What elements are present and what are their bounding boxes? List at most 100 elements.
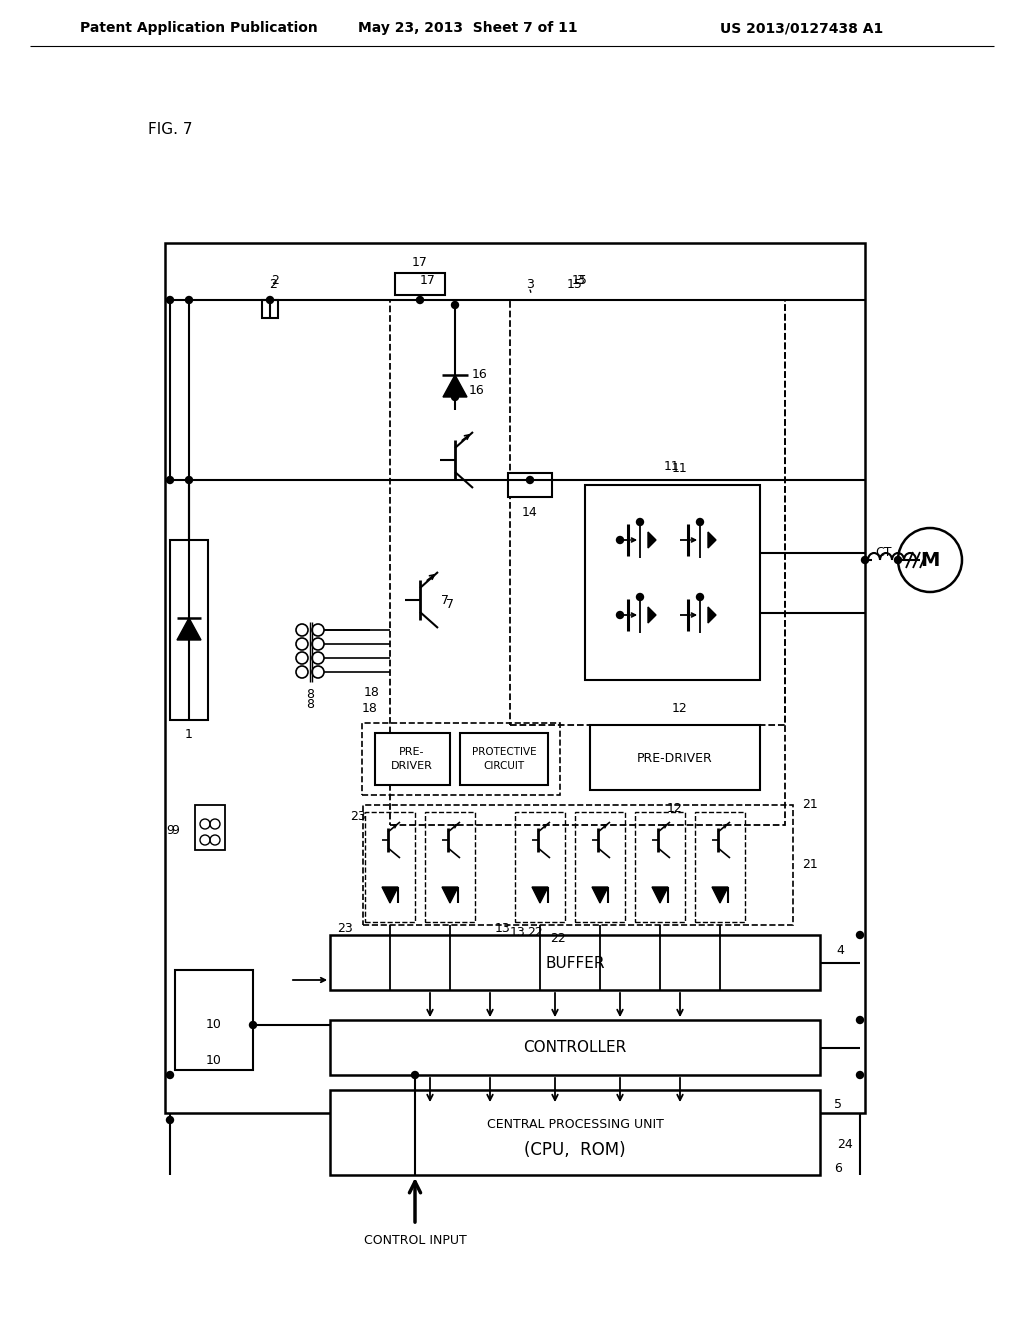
- Text: 18: 18: [362, 701, 378, 714]
- Bar: [460, 733, 548, 785]
- Bar: [635, 812, 685, 921]
- Bar: [195, 805, 225, 850]
- Circle shape: [696, 519, 703, 525]
- Text: 9: 9: [166, 824, 174, 837]
- Text: 2: 2: [271, 273, 279, 286]
- Polygon shape: [648, 532, 656, 548]
- Text: 18: 18: [365, 685, 380, 698]
- Circle shape: [167, 477, 173, 483]
- Text: 15: 15: [572, 273, 588, 286]
- Polygon shape: [382, 887, 398, 903]
- Text: 7: 7: [446, 598, 454, 611]
- Bar: [362, 805, 793, 925]
- Circle shape: [526, 477, 534, 483]
- Circle shape: [856, 932, 863, 939]
- Text: 23: 23: [350, 810, 366, 824]
- Bar: [395, 273, 445, 294]
- Bar: [330, 1090, 820, 1175]
- Text: PROTECTIVE: PROTECTIVE: [472, 747, 537, 756]
- Circle shape: [417, 297, 424, 304]
- Text: 3: 3: [526, 279, 534, 292]
- Text: 7: 7: [441, 594, 449, 606]
- Text: 14: 14: [522, 507, 538, 520]
- Bar: [175, 970, 253, 1071]
- Text: CONTROL INPUT: CONTROL INPUT: [364, 1233, 466, 1246]
- Text: 10: 10: [206, 1053, 222, 1067]
- Polygon shape: [443, 375, 467, 397]
- Text: CT: CT: [874, 546, 892, 560]
- Text: 8: 8: [306, 698, 314, 711]
- Bar: [165, 243, 865, 1113]
- Text: CIRCUIT: CIRCUIT: [483, 762, 524, 771]
- Text: 13: 13: [495, 921, 510, 935]
- Text: 22: 22: [527, 925, 543, 939]
- Circle shape: [637, 594, 643, 601]
- Text: 21: 21: [802, 799, 818, 812]
- Text: 8: 8: [306, 689, 314, 701]
- Text: 22: 22: [550, 932, 566, 945]
- Text: Patent Application Publication: Patent Application Publication: [80, 21, 317, 36]
- Text: 24: 24: [838, 1138, 853, 1151]
- Text: 13: 13: [510, 925, 526, 939]
- Text: 17: 17: [412, 256, 428, 269]
- Polygon shape: [708, 532, 716, 548]
- Text: 10: 10: [206, 1019, 222, 1031]
- Text: 17: 17: [420, 273, 436, 286]
- Text: 16: 16: [472, 368, 487, 381]
- Circle shape: [637, 519, 643, 525]
- Circle shape: [266, 297, 273, 304]
- Text: 11: 11: [665, 461, 680, 474]
- Circle shape: [185, 297, 193, 304]
- Bar: [390, 300, 785, 825]
- Polygon shape: [652, 887, 668, 903]
- Text: 1: 1: [185, 729, 193, 742]
- Polygon shape: [442, 887, 458, 903]
- Polygon shape: [648, 607, 656, 623]
- Text: 3: 3: [577, 273, 584, 286]
- Bar: [330, 1020, 820, 1074]
- Text: FIG. 7: FIG. 7: [148, 123, 193, 137]
- Bar: [262, 300, 278, 318]
- Text: 11: 11: [672, 462, 688, 474]
- Bar: [362, 723, 560, 795]
- Text: May 23, 2013  Sheet 7 of 11: May 23, 2013 Sheet 7 of 11: [358, 21, 578, 36]
- Text: PRE-: PRE-: [399, 747, 425, 756]
- Bar: [515, 812, 565, 921]
- Bar: [695, 812, 745, 921]
- Text: M: M: [921, 550, 940, 569]
- Circle shape: [856, 1072, 863, 1078]
- Circle shape: [696, 594, 703, 601]
- Circle shape: [895, 557, 901, 564]
- Circle shape: [185, 477, 193, 483]
- Bar: [585, 484, 760, 680]
- Text: 23: 23: [337, 921, 353, 935]
- Text: (CPU,  ROM): (CPU, ROM): [524, 1140, 626, 1159]
- Text: 15: 15: [567, 279, 583, 292]
- Circle shape: [167, 1117, 173, 1123]
- Circle shape: [616, 536, 624, 544]
- Polygon shape: [532, 887, 548, 903]
- Bar: [170, 540, 208, 719]
- Bar: [330, 935, 820, 990]
- Circle shape: [250, 1022, 256, 1028]
- Bar: [590, 725, 760, 789]
- Polygon shape: [712, 887, 728, 903]
- Polygon shape: [708, 607, 716, 623]
- Polygon shape: [592, 887, 608, 903]
- Text: 9: 9: [171, 824, 179, 837]
- Bar: [510, 300, 785, 725]
- Text: 21: 21: [802, 858, 818, 871]
- Text: CONTROLLER: CONTROLLER: [523, 1040, 627, 1056]
- Bar: [508, 473, 552, 498]
- Text: BUFFER: BUFFER: [545, 956, 605, 970]
- Circle shape: [861, 557, 868, 564]
- Circle shape: [167, 297, 173, 304]
- Circle shape: [452, 393, 459, 400]
- Text: 5: 5: [834, 1098, 842, 1111]
- Circle shape: [856, 1016, 863, 1023]
- Bar: [375, 733, 450, 785]
- Text: 4: 4: [836, 944, 844, 957]
- Polygon shape: [177, 618, 201, 640]
- Text: PRE-DRIVER: PRE-DRIVER: [637, 751, 713, 764]
- Bar: [425, 812, 475, 921]
